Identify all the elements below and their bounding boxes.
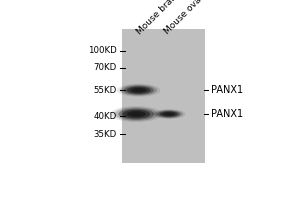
Text: PANX1: PANX1 [211,85,243,95]
Ellipse shape [152,109,185,119]
Ellipse shape [155,110,183,118]
Text: 40KD: 40KD [93,112,116,121]
Ellipse shape [130,88,147,93]
Ellipse shape [123,86,154,95]
Text: 55KD: 55KD [93,86,116,95]
Ellipse shape [131,112,142,116]
Ellipse shape [118,108,154,120]
Ellipse shape [127,87,151,94]
Text: Mouse brain: Mouse brain [135,0,180,36]
Bar [122,29,205,163]
Ellipse shape [111,106,162,122]
Ellipse shape [127,111,146,117]
Text: 70KD: 70KD [93,63,116,72]
Ellipse shape [134,89,143,92]
Ellipse shape [122,110,150,119]
Ellipse shape [117,84,160,97]
Text: Mouse ovary: Mouse ovary [163,0,210,36]
Ellipse shape [160,111,178,117]
Ellipse shape [165,113,172,115]
Text: 35KD: 35KD [93,130,116,139]
Ellipse shape [157,111,181,118]
Ellipse shape [163,112,175,116]
Text: 100KD: 100KD [88,46,116,55]
Text: PANX1: PANX1 [211,109,243,119]
Ellipse shape [120,85,157,96]
Ellipse shape [115,107,158,121]
